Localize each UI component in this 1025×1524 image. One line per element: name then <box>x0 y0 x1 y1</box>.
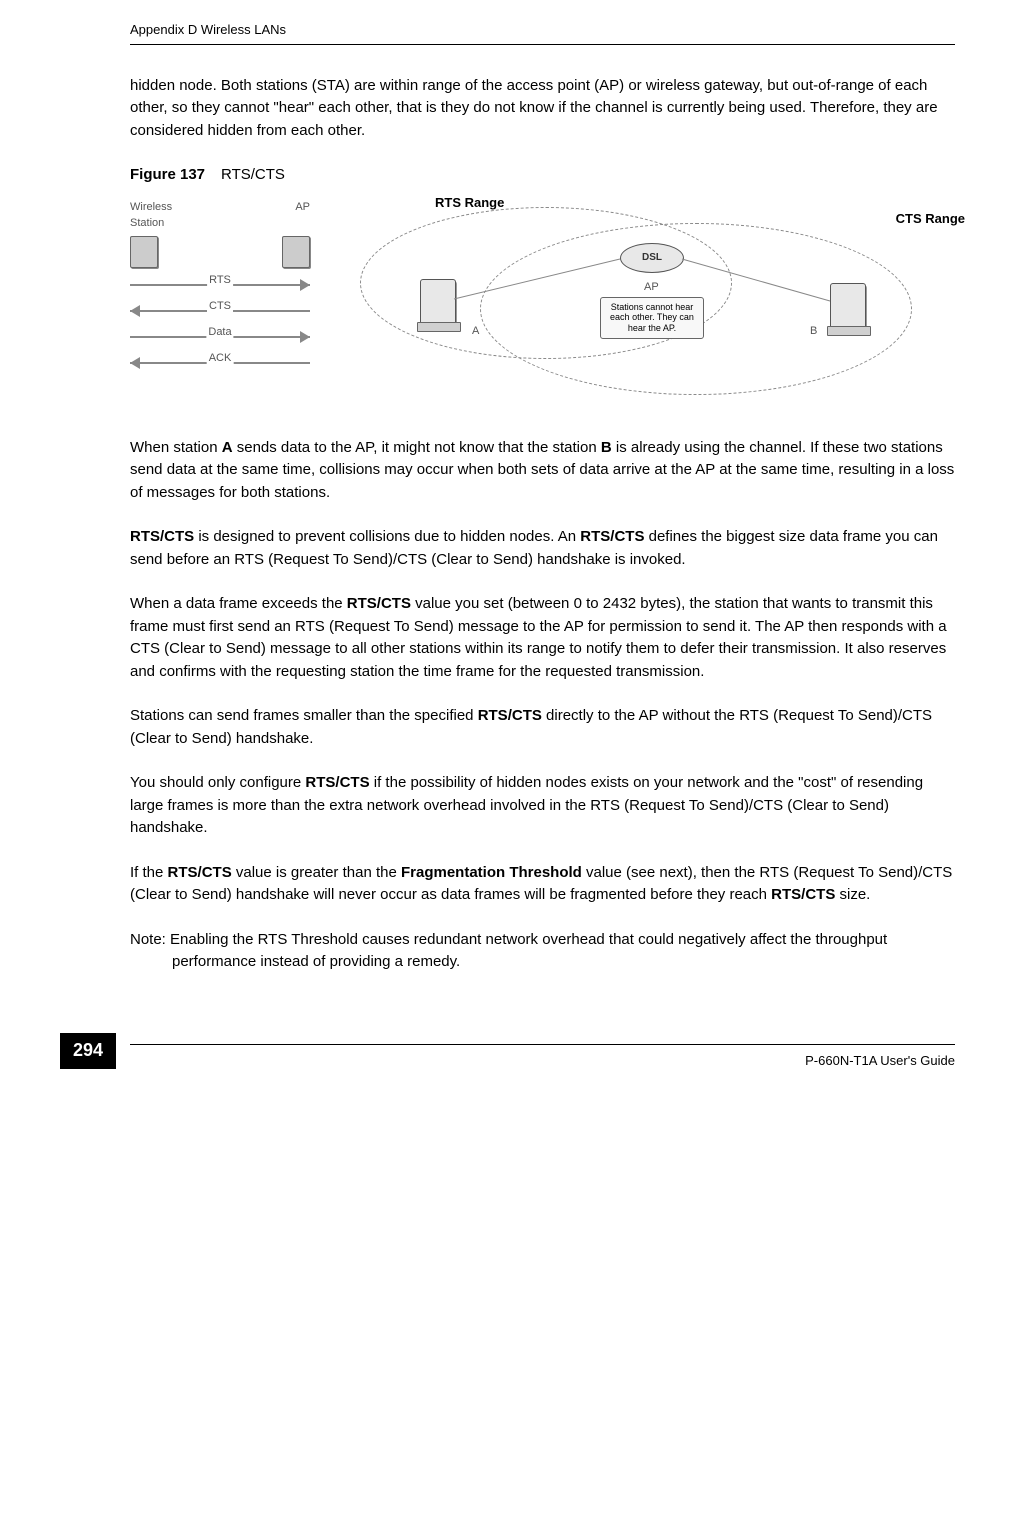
paragraph-7: If the RTS/CTS value is greater than the… <box>130 862 955 907</box>
header-left-text: Appendix D Wireless LANs <box>130 20 286 40</box>
rts-arrow: RTS <box>130 276 310 294</box>
data-arrow: Data <box>130 328 310 346</box>
page-footer: 294 P-660N-T1A User's Guide <box>130 1044 955 1071</box>
page: Appendix D Wireless LANs hidden node. Bo… <box>0 0 1025 1110</box>
figure-title: RTS/CTS <box>221 166 285 183</box>
rts-label: RTS <box>207 272 233 289</box>
page-number: 294 <box>60 1033 116 1069</box>
page-header: Appendix D Wireless LANs <box>130 20 955 40</box>
ack-arrow: ACK <box>130 354 310 372</box>
paragraph-5: Stations can send frames smaller than th… <box>130 705 955 750</box>
note-text: Enabling the RTS Threshold causes redund… <box>170 931 887 971</box>
ap-icon <box>282 236 310 268</box>
paragraph-intro: hidden node. Both stations (STA) are wit… <box>130 75 955 143</box>
ap-label: AP <box>295 199 310 232</box>
wireless-station-label: Wireless Station <box>130 199 180 232</box>
note-paragraph: Note: Enabling the RTS Threshold causes … <box>130 929 955 974</box>
figure-number: Figure 137 <box>130 166 205 183</box>
note-label: Note: <box>130 931 170 948</box>
data-label: Data <box>206 324 233 341</box>
diagram-left-panel: Wireless Station AP RTS CTS Data ACK <box>130 199 310 379</box>
paragraph-6: You should only configure RTS/CTS if the… <box>130 772 955 840</box>
cts-arrow: CTS <box>130 302 310 320</box>
paragraph-3: RTS/CTS is designed to prevent collision… <box>130 526 955 571</box>
paragraph-4: When a data frame exceeds the RTS/CTS va… <box>130 593 955 683</box>
cts-label: CTS <box>207 298 233 315</box>
footer-guide-text: P-660N-T1A User's Guide <box>805 1051 955 1071</box>
header-divider <box>130 44 955 45</box>
diagram-right-panel: RTS Range CTS Range DSL AP A B Stations … <box>350 199 955 409</box>
connection-lines <box>350 199 930 409</box>
figure-diagram: Wireless Station AP RTS CTS Data ACK RTS… <box>130 199 955 409</box>
paragraph-2: When station A sends data to the AP, it … <box>130 437 955 505</box>
diagram-top-labels: Wireless Station AP <box>130 199 310 232</box>
ack-label: ACK <box>207 350 234 367</box>
wireless-station-icon <box>130 236 158 268</box>
figure-caption: Figure 137 RTS/CTS <box>130 164 955 187</box>
